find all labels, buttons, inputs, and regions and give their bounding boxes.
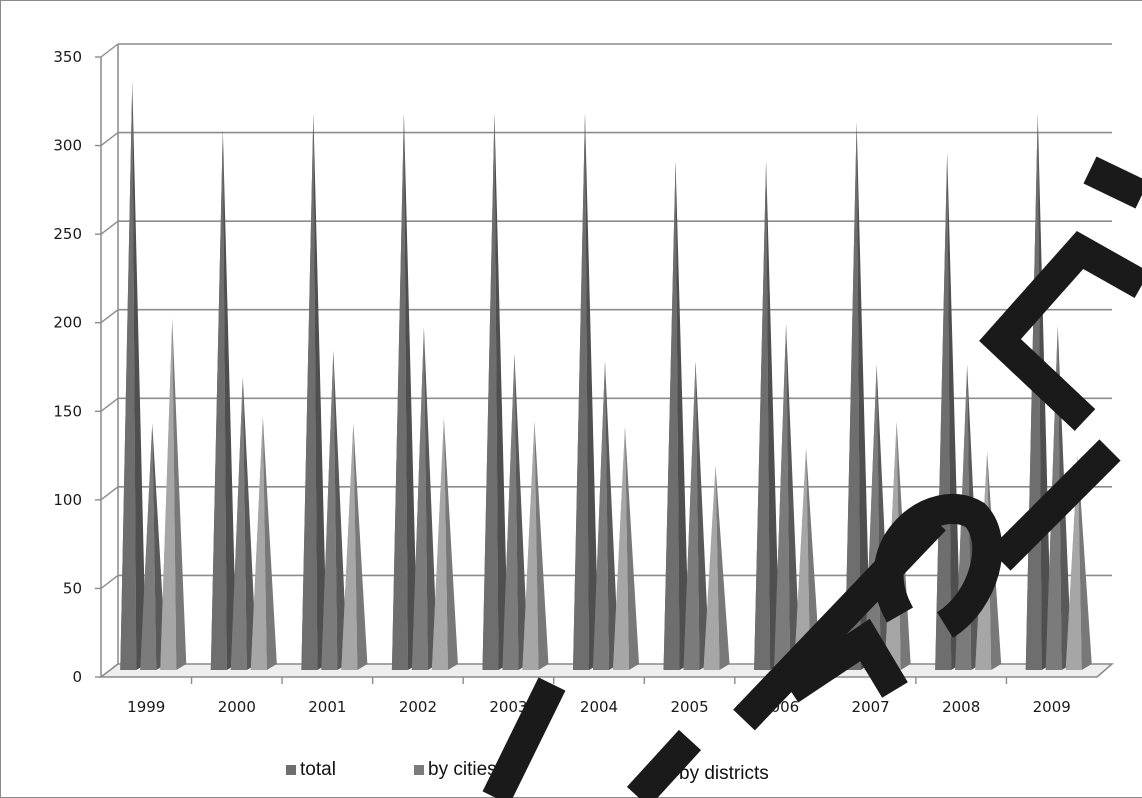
bar-by-cities-2000 (230, 377, 257, 670)
bar-total-2009 (1025, 113, 1052, 671)
y-tick-mark (100, 486, 119, 501)
x-axis-tick-labels: 1999 2000 2001 2002 2003 2004 2005 2006 2007 2008… (127, 698, 1071, 716)
bar-by-cities-2005 (683, 361, 710, 670)
y-axis-tick-labels: 0 50 100 150 200 250 300 350 (53, 48, 82, 686)
y-tick-label: 350 (53, 48, 82, 66)
bar-by-cities-2001 (321, 350, 348, 670)
bar-by-cities-2007 (864, 364, 891, 670)
x-tick-label: 2003 (489, 698, 527, 716)
data-marks (120, 81, 1092, 671)
y-tick-mark (100, 220, 119, 235)
bar-total-2008 (935, 152, 962, 671)
bar-by-districts-2007 (884, 421, 911, 670)
bar-total-1999 (120, 81, 147, 670)
bar-by-cities-2004 (593, 361, 619, 670)
y-tick-label: 250 (53, 225, 82, 243)
bar-by-districts-2001 (341, 423, 368, 670)
bar-total-2001 (301, 113, 328, 671)
bar-total-2003 (482, 113, 509, 671)
bar-by-cities-2002 (411, 327, 438, 670)
bar-total-2000 (210, 129, 237, 670)
bar-by-cities-2008 (955, 364, 982, 670)
x-tick-label: 2002 (399, 698, 437, 716)
y-tick-label: 50 (63, 579, 82, 597)
y-tick-mark (100, 43, 119, 58)
bar-by-districts-1999 (160, 318, 187, 670)
bar-by-districts-2000 (250, 416, 277, 670)
bar-total-2006 (754, 161, 781, 670)
bar-by-districts-2006 (794, 448, 821, 670)
x-tick-label: 2001 (308, 698, 346, 716)
x-tick-label: 2000 (218, 698, 256, 716)
bar-by-cities-2006 (774, 324, 801, 670)
bar-total-2007 (844, 122, 871, 670)
bar-total-2005 (663, 161, 690, 670)
bar-by-districts-2008 (975, 451, 1002, 670)
bar-by-districts-2005 (703, 465, 730, 670)
bar-by-districts-2003 (522, 421, 549, 670)
y-tick-mark (100, 397, 119, 412)
x-tick-label: 2006 (761, 698, 799, 716)
bar-total-2004 (573, 113, 599, 671)
bar-total-2002 (391, 113, 418, 671)
y-tick-mark (100, 309, 119, 324)
y-tick-label: 100 (53, 491, 82, 509)
bar-by-districts-2002 (431, 418, 458, 670)
y-tick-label: 150 (53, 402, 82, 420)
bar-by-cities-2003 (502, 354, 529, 670)
bar-by-districts-2004 (613, 426, 639, 670)
y-tick-mark (100, 132, 119, 147)
y-tick-mark (100, 574, 119, 589)
y-tick-label: 0 (72, 668, 82, 686)
y-tick-label: 200 (53, 314, 82, 332)
y-tick-label: 300 (53, 137, 82, 155)
x-tick-label: 2009 (1033, 698, 1071, 716)
x-tick-label: 1999 (127, 698, 165, 716)
x-tick-label: 2004 (580, 698, 618, 716)
x-tick-label: 2005 (670, 698, 708, 716)
bar-by-cities-2009 (1045, 325, 1072, 670)
x-tick-label: 2008 (942, 698, 980, 716)
x-tick-label: 2007 (852, 698, 890, 716)
